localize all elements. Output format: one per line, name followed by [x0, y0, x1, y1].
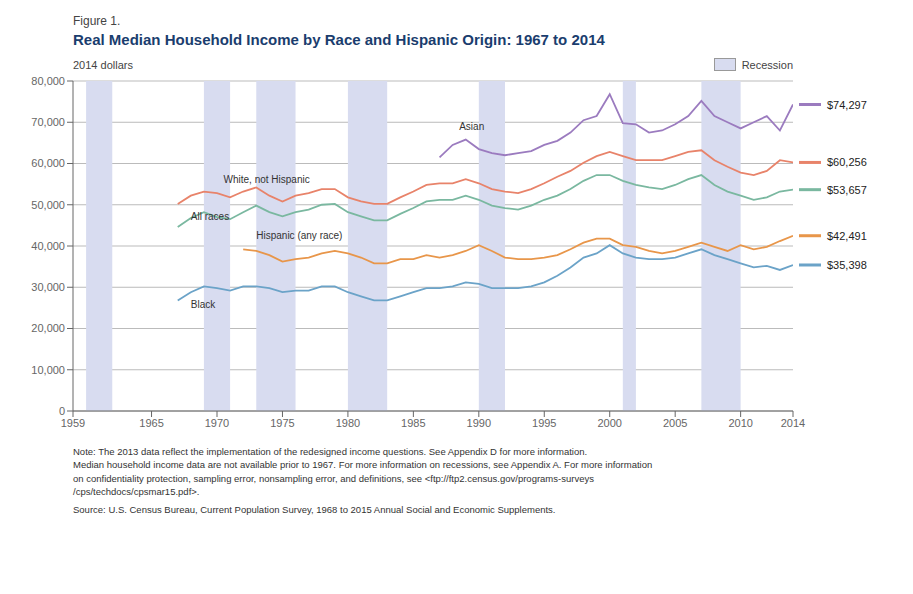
html-text:2014 dollars: 2014 dollars	[73, 59, 133, 71]
svg-text:$53,657: $53,657	[827, 184, 867, 196]
svg-text:1990: 1990	[467, 417, 491, 429]
html-text:Note: The 2013 data reflect th: Note: The 2013 data reflect the implemen…	[73, 446, 653, 497]
svg-text:10,000: 10,000	[31, 364, 65, 376]
svg-text:Black: Black	[191, 299, 216, 310]
svg-text:1970: 1970	[205, 417, 229, 429]
svg-text:2000: 2000	[597, 417, 621, 429]
svg-text:1985: 1985	[401, 417, 425, 429]
svg-text:All races: All races	[191, 211, 229, 222]
svg-text:2005: 2005	[663, 417, 687, 429]
svg-text:2010: 2010	[728, 417, 752, 429]
svg-text:20,000: 20,000	[31, 322, 65, 334]
svg-text:1975: 1975	[270, 417, 294, 429]
html-text:Recession: Recession	[741, 58, 793, 71]
svg-text:2014: 2014	[781, 417, 805, 429]
svg-text:Hispanic (any race): Hispanic (any race)	[256, 230, 342, 241]
html-text:Figure 1.: Figure 1.	[73, 14, 121, 28]
svg-text:$35,398: $35,398	[827, 259, 867, 271]
svg-text:1959: 1959	[61, 417, 85, 429]
html-text:Real Median Household Income b: Real Median Household Income by Race and…	[73, 31, 605, 48]
svg-text:60,000: 60,000	[31, 157, 65, 169]
svg-text:$42,491: $42,491	[827, 230, 867, 242]
html-text:Source: U.S. Census Bureau, Cu: Source: U.S. Census Bureau, Current Popu…	[73, 504, 556, 516]
svg-text:1995: 1995	[532, 417, 556, 429]
svg-text:$74,297: $74,297	[827, 99, 867, 111]
svg-text:80,000: 80,000	[31, 75, 65, 87]
svg-text:White, not Hispanic: White, not Hispanic	[224, 174, 310, 185]
svg-text:Asian: Asian	[459, 121, 484, 132]
svg-text:$60,256: $60,256	[827, 156, 867, 168]
svg-text:30,000: 30,000	[31, 281, 65, 293]
svg-text:1965: 1965	[139, 417, 163, 429]
svg-text:40,000: 40,000	[31, 240, 65, 252]
svg-text:0: 0	[59, 405, 65, 417]
svg-text:1980: 1980	[336, 417, 360, 429]
svg-text:50,000: 50,000	[31, 199, 65, 211]
svg-text:70,000: 70,000	[31, 116, 65, 128]
